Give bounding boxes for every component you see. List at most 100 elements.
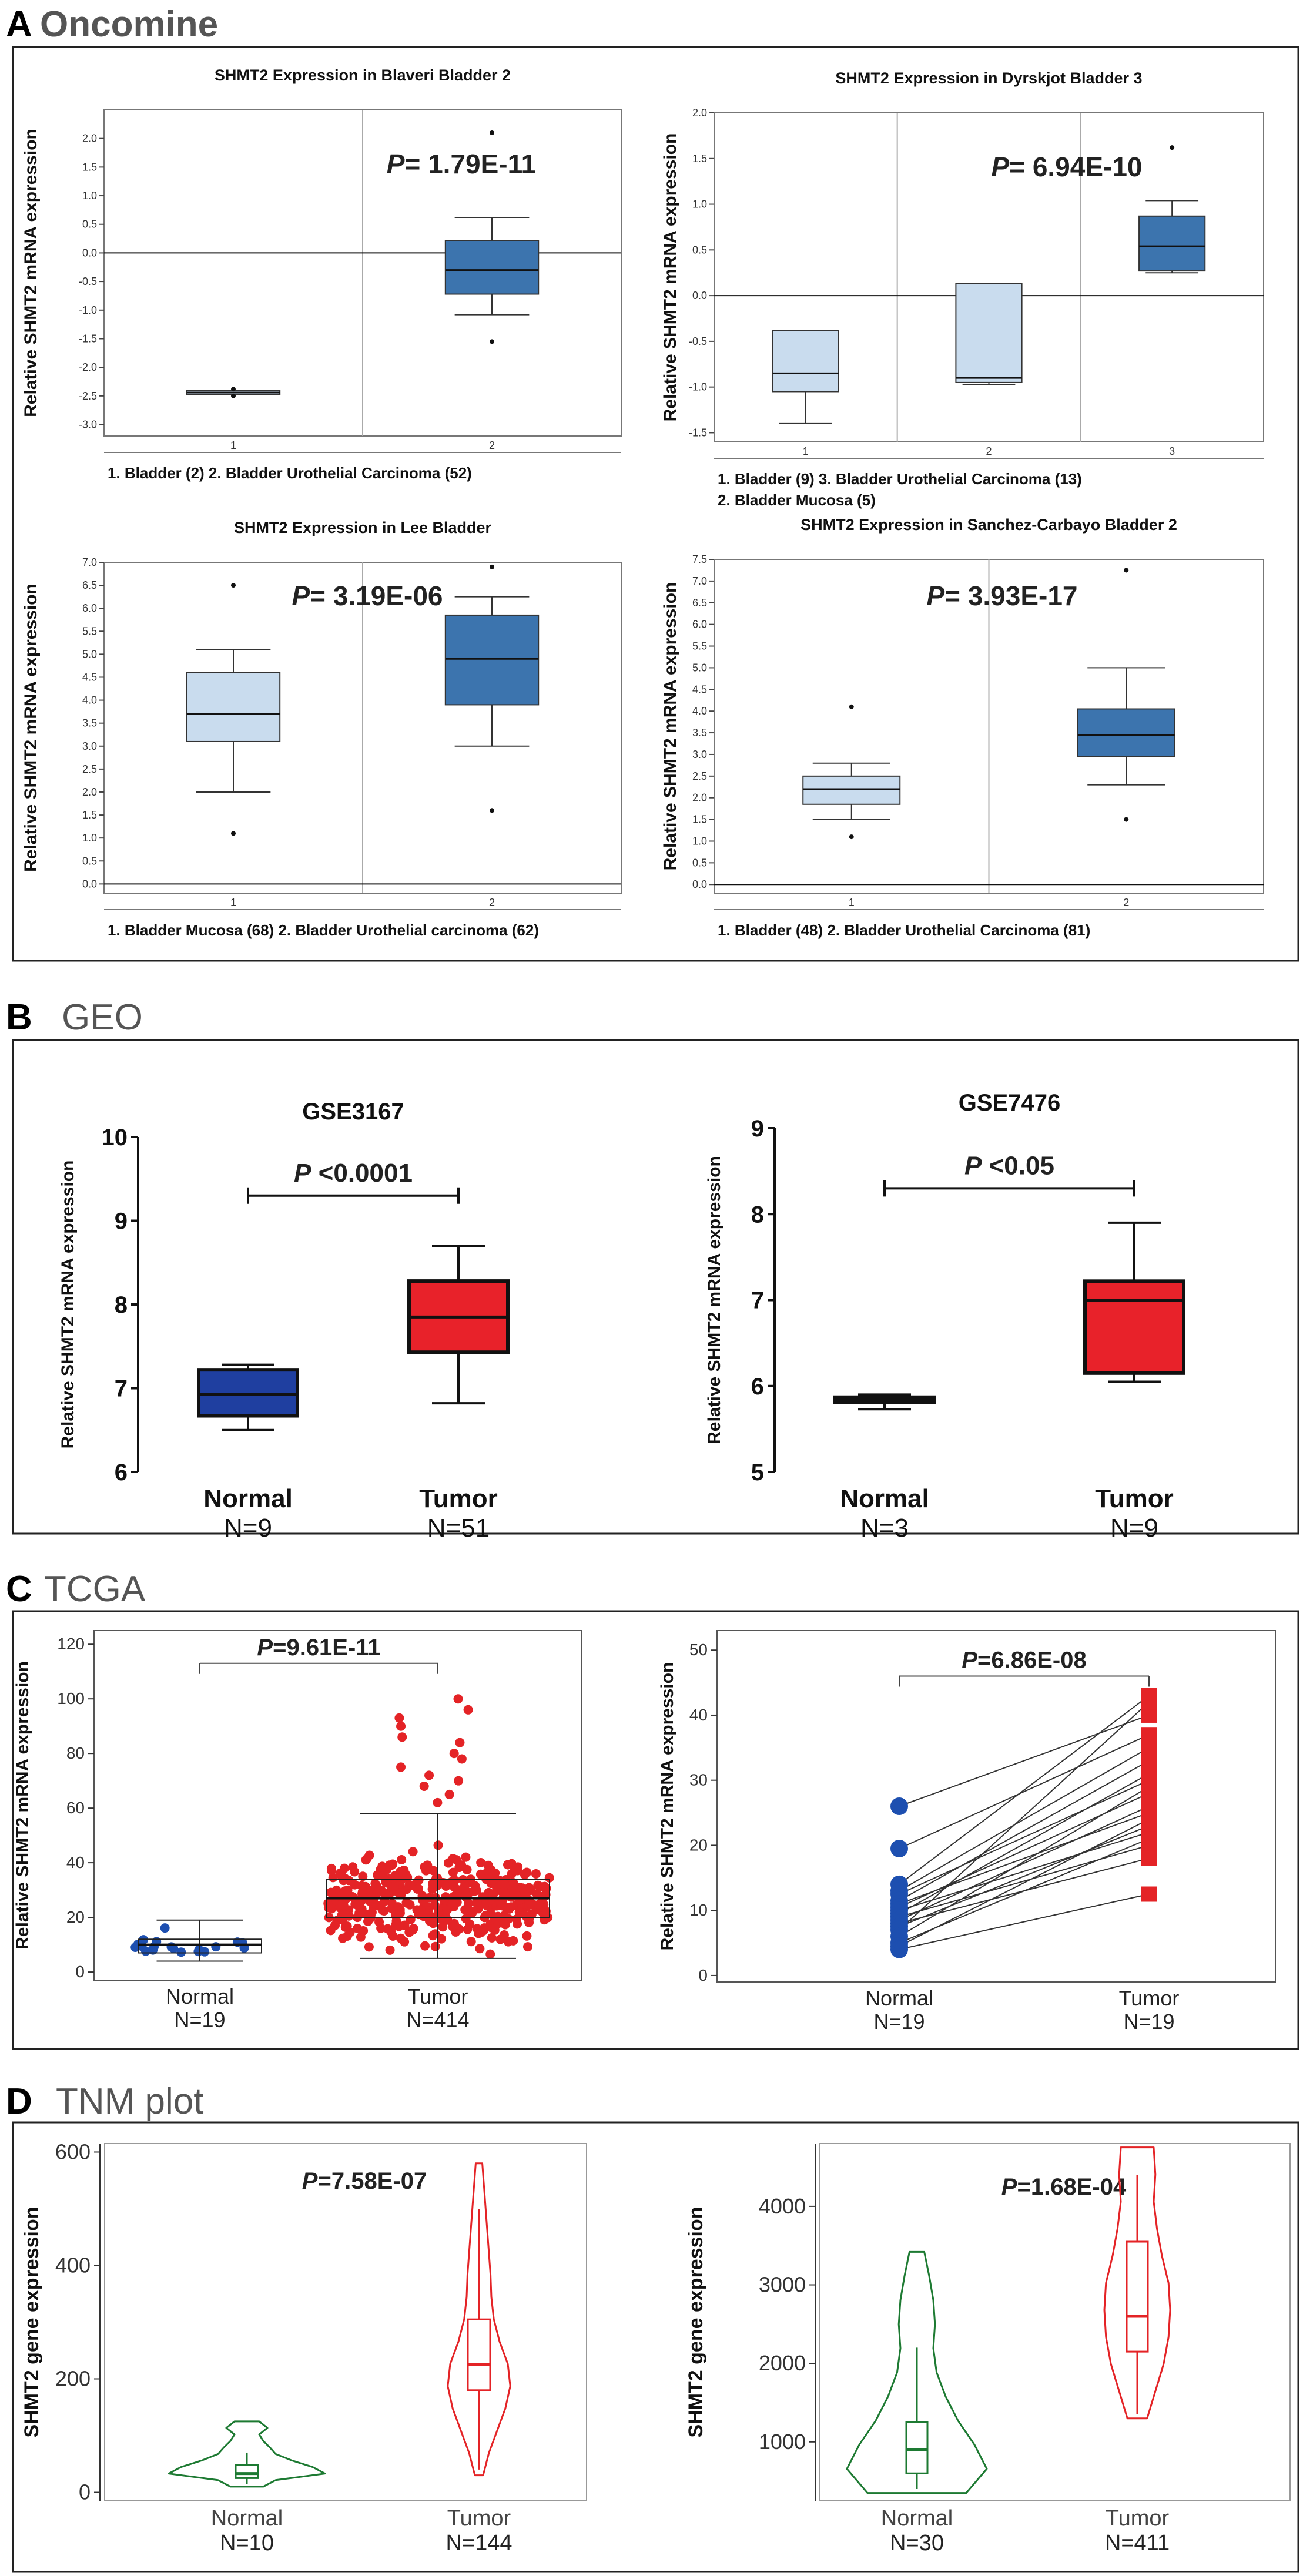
section-letter-c: C	[6, 1569, 32, 1609]
box-2	[1077, 708, 1175, 757]
section-title-tcga: TCGA	[44, 1569, 146, 1609]
y-tick-label: -1.0	[79, 304, 97, 316]
data-point-tumor	[419, 1781, 429, 1791]
category-legend: 1. Bladder (2) 2. Bladder Urothelial Car…	[108, 464, 472, 482]
y-tick-label: 50	[689, 1641, 708, 1659]
y-tick-label: 6.5	[692, 597, 707, 609]
pair-line	[899, 1715, 1150, 1807]
y-tick-label: 7.0	[82, 556, 97, 568]
x-category-label: Tumor	[447, 2506, 511, 2531]
pair-line	[899, 1806, 1150, 1921]
y-tick-label: 2.0	[82, 133, 97, 145]
data-point-tumor	[463, 1705, 473, 1715]
y-axis-label: Relative SHMT2 mRNA expression	[661, 582, 680, 871]
outlier-point	[490, 130, 494, 135]
data-point-tumor	[470, 1881, 480, 1891]
data-point-tumor	[327, 1866, 337, 1876]
y-tick-label: 20	[689, 1836, 708, 1854]
sample-size-label: N=144	[446, 2531, 512, 2555]
x-tick-label: 2	[489, 440, 495, 451]
sample-size-label: N=9	[1110, 1514, 1158, 1542]
tumor-point	[1141, 1812, 1157, 1827]
sample-size-label: N=10	[220, 2531, 274, 2555]
section-title-oncomine: Oncomine	[40, 4, 218, 45]
data-point-tumor	[382, 1864, 392, 1874]
outlier-point	[490, 564, 494, 569]
data-point-tumor	[391, 1920, 401, 1930]
tumor-point	[1141, 1707, 1157, 1723]
data-point-tumor	[490, 1868, 500, 1878]
violin-normal	[168, 2420, 326, 2488]
data-point-tumor	[472, 1897, 482, 1907]
data-point-tumor	[453, 1694, 463, 1704]
data-point-tumor	[442, 1905, 452, 1915]
data-point-tumor	[448, 1853, 458, 1863]
data-point-tumor	[500, 1920, 510, 1930]
data-point-tumor	[326, 1926, 336, 1936]
data-point-tumor	[364, 1942, 374, 1952]
sample-size-label: N=51	[427, 1514, 490, 1542]
y-tick-label: 4.0	[82, 695, 97, 706]
data-point-tumor	[400, 1937, 410, 1947]
y-axis-label: SHMT2 gene expression	[21, 2206, 43, 2437]
y-tick-label: -2.5	[79, 390, 97, 402]
tumor-point	[1141, 1694, 1157, 1710]
x-tick-label: 2	[986, 445, 992, 457]
x-category-label: Normal	[840, 1484, 929, 1513]
tumor-point	[1141, 1850, 1157, 1866]
pair-line	[899, 1779, 1150, 1895]
data-point-tumor	[420, 1941, 430, 1951]
data-point-tumor	[397, 1732, 407, 1742]
y-tick-label: 1.5	[692, 153, 707, 165]
y-axis-label: SHMT2 gene expression	[685, 2206, 707, 2437]
y-tick-label: 6	[751, 1374, 764, 1400]
data-point-tumor	[396, 1721, 406, 1731]
y-tick-label: 6.0	[692, 619, 707, 630]
violin-tumor	[447, 2162, 511, 2477]
data-point-tumor	[522, 1931, 532, 1941]
p-value-annotation: P= 1.79E-11	[387, 149, 537, 179]
y-tick-label: 60	[66, 1799, 85, 1817]
chart-title: SHMT2 Expression in Dyrskjot Bladder 3	[835, 69, 1142, 87]
y-tick-label: -2.0	[79, 361, 97, 373]
y-tick-label: 4.5	[82, 671, 97, 683]
data-point-tumor	[328, 1873, 338, 1883]
chart-title: SHMT2 Expression in Sanchez-Carbayo Blad…	[800, 516, 1177, 534]
y-tick-label: 0.0	[82, 878, 97, 890]
x-category-label: Normal	[865, 1986, 933, 2010]
data-point-tumor	[515, 1894, 525, 1904]
data-point-tumor	[388, 1931, 398, 1941]
y-tick-label: 0.5	[82, 219, 97, 230]
chart-title: GSE3167	[302, 1099, 404, 1125]
pair-line	[899, 1893, 1150, 1950]
data-point-tumor	[401, 1898, 411, 1908]
data-point-normal	[193, 1947, 203, 1957]
y-tick-label: 600	[55, 2139, 91, 2164]
pair-line	[899, 1734, 1150, 1849]
data-point-tumor	[441, 1881, 451, 1891]
data-point-tumor	[488, 1889, 498, 1899]
pair-line	[899, 1773, 1150, 1914]
y-tick-label: 4.0	[692, 705, 707, 717]
data-point-tumor	[500, 1902, 510, 1912]
data-point-tumor	[414, 1884, 424, 1894]
y-tick-label: 400	[55, 2253, 91, 2277]
data-point-tumor	[430, 1900, 440, 1910]
data-point-tumor	[454, 1776, 464, 1786]
category-legend: 1. Bladder (9) 3. Bladder Urothelial Car…	[718, 470, 1082, 488]
x-tick-label: 1	[230, 440, 236, 451]
y-axis-label: Relative SHMT2 mRNA expression	[705, 1156, 724, 1444]
data-point-tumor	[328, 1892, 338, 1902]
data-point-tumor	[388, 1873, 398, 1883]
data-point-normal	[176, 1947, 186, 1957]
y-axis-label: Relative SHMT2 mRNA expression	[21, 129, 41, 417]
normal-point	[890, 1839, 908, 1857]
y-tick-label: 1.5	[82, 161, 97, 173]
y-tick-label: 3.5	[692, 727, 707, 739]
y-tick-label: 2.0	[692, 792, 707, 804]
y-tick-label: 40	[66, 1853, 85, 1871]
y-tick-label: 9	[751, 1116, 764, 1142]
data-point-tumor	[460, 1882, 470, 1892]
p-value-annotation: P=7.58E-07	[302, 2168, 427, 2194]
